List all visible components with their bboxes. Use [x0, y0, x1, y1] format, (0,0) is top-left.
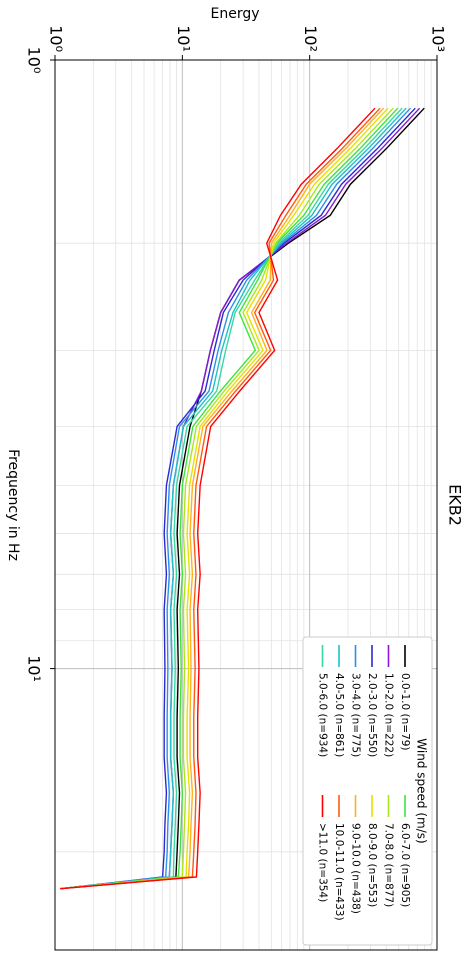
legend-title: Wind speed (m/s) [415, 738, 429, 843]
legend-label: 4.0-5.0 (n=861) [333, 673, 345, 757]
series-line [60, 107, 416, 890]
y-tick-label: 10³ [429, 25, 448, 52]
series-line [60, 107, 376, 890]
series-line [60, 107, 403, 890]
x-axis-label: Frequency in Hz [5, 449, 21, 561]
legend-label: 10.0-11.0 (n=433) [333, 823, 345, 921]
legend-label: 8.0-9.0 (n=553) [366, 823, 378, 907]
legend-label: 0.0-1.0 (n=79) [399, 673, 411, 751]
y-axis-label: Energy [210, 6, 259, 22]
y-tick-label: 10² [301, 25, 320, 52]
series-line [60, 107, 381, 890]
series-line [60, 107, 407, 890]
legend-label: 9.0-10.0 (n=438) [350, 823, 362, 914]
series-line [60, 107, 411, 890]
series-line [60, 107, 399, 890]
legend-label: 3.0-4.0 (n=775) [350, 673, 362, 757]
plot-frame [54, 59, 438, 951]
chart-title: EKB2 [446, 484, 465, 526]
series-line [60, 107, 389, 890]
plot-lines [60, 107, 425, 890]
legend-label: >11.0 (n=354) [317, 823, 329, 902]
series-line [60, 107, 385, 890]
y-tick-label: 10¹ [174, 25, 193, 52]
legend-label: 7.0-8.0 (n=877) [383, 823, 395, 907]
x-tick-label: 10¹ [25, 655, 44, 682]
legend-label: 5.0-6.0 (n=934) [317, 673, 329, 757]
legend-box [302, 636, 433, 946]
rotated-chart: EKB2 Frequency in Hz Energy 10⁰ 10¹ 10⁰ 10¹… [5, 6, 465, 951]
legend-label: 2.0-3.0 (n=550) [366, 673, 378, 757]
series-line [60, 107, 425, 890]
series-line [60, 107, 394, 890]
y-tick-label: 10⁰ [47, 25, 66, 52]
legend-label: 1.0-2.0 (n=222) [383, 673, 395, 757]
x-tick-label: 10⁰ [25, 47, 44, 74]
legend-label: 6.0-7.0 (n=905) [399, 823, 411, 907]
